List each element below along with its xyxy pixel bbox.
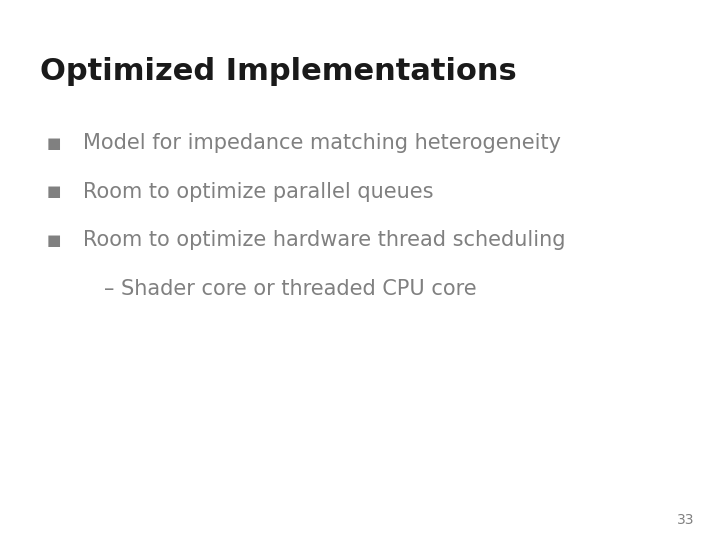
Text: ■: ■ [47,233,61,248]
Text: Optimized Implementations: Optimized Implementations [40,57,516,86]
Text: – Shader core or threaded CPU core: – Shader core or threaded CPU core [104,279,477,299]
Text: ■: ■ [47,136,61,151]
Text: Room to optimize parallel queues: Room to optimize parallel queues [83,181,433,202]
Text: ■: ■ [47,184,61,199]
Text: Model for impedance matching heterogeneity: Model for impedance matching heterogenei… [83,133,561,153]
Text: 33: 33 [678,512,695,526]
Text: Room to optimize hardware thread scheduling: Room to optimize hardware thread schedul… [83,230,565,251]
